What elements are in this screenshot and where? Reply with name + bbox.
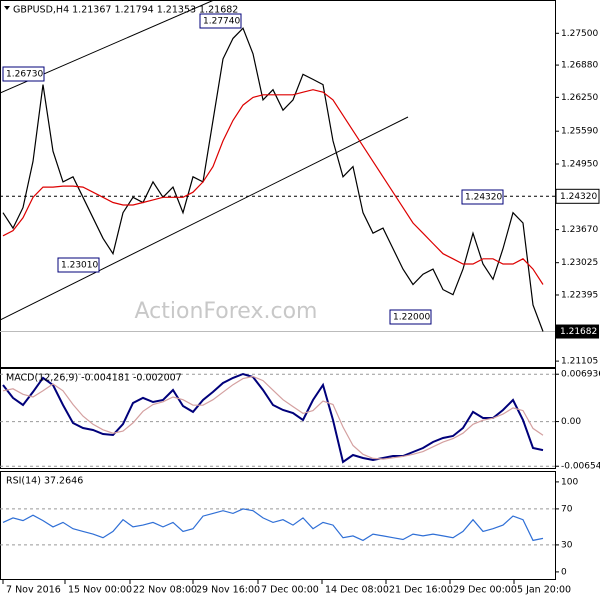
y-tick-label: 0 xyxy=(561,567,567,577)
price-panel xyxy=(0,0,556,368)
annotation-box xyxy=(199,13,242,29)
annotation-box xyxy=(461,189,504,205)
series-line xyxy=(2,508,544,542)
x-tick-label: 22 Nov 08:00 xyxy=(133,585,197,596)
y-tick-label: 0.00 xyxy=(561,417,581,427)
x-tick-label: 29 Nov 16:00 xyxy=(196,585,260,596)
y-tick-label: 70 xyxy=(561,504,573,514)
y-tick-label: 1.26880 xyxy=(561,61,598,71)
panel-title: MACD(12,26,9) -0.004181 -0.002007 xyxy=(6,373,182,384)
level-label: 1.24320 xyxy=(560,192,597,202)
y-tick-label: 1.26250 xyxy=(561,93,598,103)
macd-panel xyxy=(0,368,556,469)
y-tick-label: 30 xyxy=(561,540,573,550)
watermark: ActionForex.com xyxy=(135,299,318,324)
y-tick-label: 1.25590 xyxy=(561,127,598,137)
annotation-box xyxy=(2,66,45,82)
series-line xyxy=(2,27,544,332)
y-tick-label: 1.24950 xyxy=(561,160,598,170)
y-tick-label: -0.006543 xyxy=(561,462,600,472)
x-tick-label: 14 Dec 08:00 xyxy=(325,585,389,596)
channel-lower xyxy=(0,116,409,321)
x-tick-label: 15 Nov 00:00 xyxy=(68,585,132,596)
panel-title: GBPUSD,H4 1.21367 1.21794 1.21353 1.2168… xyxy=(13,5,238,16)
x-tick-label: 5 Jan 20:00 xyxy=(517,585,571,596)
annotation-label: 1.26730 xyxy=(6,70,43,80)
annotation-label: 1.23010 xyxy=(61,261,98,271)
last-price-box xyxy=(556,324,599,339)
series-line xyxy=(2,89,544,285)
title-marker xyxy=(4,6,10,10)
y-tick-label: 1.22395 xyxy=(561,290,598,300)
annotation-label: 1.27740 xyxy=(203,17,240,27)
x-tick-label: 29 Dec 00:00 xyxy=(453,585,517,596)
x-tick-label: 7 Nov 2016 xyxy=(6,585,61,596)
y-tick-label: 1.27500 xyxy=(561,29,598,39)
y-tick-label: 1.23670 xyxy=(561,225,598,235)
x-tick-label: 21 Dec 16:00 xyxy=(389,585,453,596)
annotation-label: 1.22000 xyxy=(393,313,430,323)
panel-title: RSI(14) 37.2646 xyxy=(6,476,83,487)
y-tick-label: 1.23025 xyxy=(561,258,598,268)
x-tick-label: 7 Dec 00:00 xyxy=(261,585,319,596)
annotation-box xyxy=(389,309,432,325)
series-line xyxy=(2,375,544,460)
series-line xyxy=(2,372,544,464)
annotation-label: 1.24320 xyxy=(465,193,502,203)
rsi-panel xyxy=(0,471,556,580)
y-tick-label: 0.006936 xyxy=(561,370,600,380)
annotation-box xyxy=(57,257,100,273)
last-price-label: 1.21682 xyxy=(560,327,597,337)
y-tick-label: 100 xyxy=(561,477,578,487)
y-tick-label: 1.21105 xyxy=(561,357,598,367)
level-box xyxy=(555,188,600,204)
